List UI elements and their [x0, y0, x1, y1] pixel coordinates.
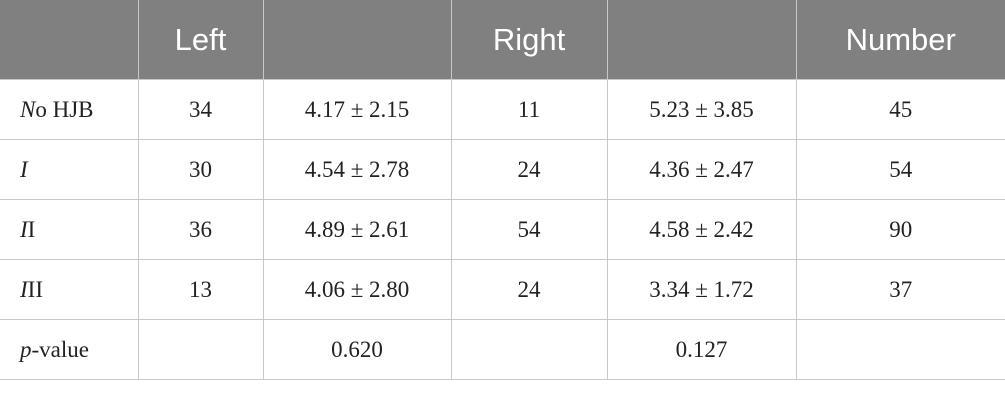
table-body: No HJB 34 4.17 ± 2.15 11 5.23 ± 3.85 45 I 30 4.5… — [0, 79, 1005, 380]
header-cell: Number — [795, 0, 1005, 80]
row-label: p-value — [20, 336, 89, 362]
table-cell: 36 — [137, 199, 264, 260]
table-cell: II — [0, 199, 139, 260]
table-cell — [795, 319, 1005, 380]
table-cell: 30 — [137, 139, 264, 200]
table-cell: 4.06 ± 2.80 — [262, 259, 452, 320]
data-table: Left Right Number No HJB 34 4.17 ± 2.15 11 5… — [0, 0, 1005, 380]
table-cell — [450, 319, 608, 380]
table-cell: 5.23 ± 3.85 — [606, 79, 797, 140]
header-cell — [0, 0, 138, 80]
row-label: III — [20, 276, 43, 302]
row-label: II — [20, 216, 36, 242]
table-cell: 4.36 ± 2.47 — [606, 139, 797, 200]
header-cell — [606, 0, 796, 80]
table-cell: 34 — [137, 79, 264, 140]
header-cell: Right — [450, 0, 607, 80]
table-cell: 0.620 — [262, 319, 452, 380]
table-cell: 4.89 ± 2.61 — [262, 199, 452, 260]
table-cell: 11 — [450, 79, 608, 140]
table-cell: I — [0, 139, 139, 200]
table-row: I 30 4.54 ± 2.78 24 4.36 ± 2.47 54 — [0, 139, 1005, 200]
table-cell: 24 — [450, 259, 608, 320]
table-cell: 4.17 ± 2.15 — [262, 79, 452, 140]
header-cell: Left — [137, 0, 263, 80]
table-cell: 24 — [450, 139, 608, 200]
table-cell: No HJB — [0, 79, 139, 140]
table-cell: 13 — [137, 259, 264, 320]
table-cell: 4.58 ± 2.42 — [606, 199, 797, 260]
table-cell: p-value — [0, 319, 139, 380]
table-cell: 37 — [795, 259, 1005, 320]
table-row: No HJB 34 4.17 ± 2.15 11 5.23 ± 3.85 45 — [0, 79, 1005, 140]
table-cell: 4.54 ± 2.78 — [262, 139, 452, 200]
table-cell: 3.34 ± 1.72 — [606, 259, 797, 320]
header-cell — [262, 0, 451, 80]
table-cell: 45 — [795, 79, 1005, 140]
table-cell: 54 — [450, 199, 608, 260]
table-row: II 36 4.89 ± 2.61 54 4.58 ± 2.42 90 — [0, 199, 1005, 260]
table-cell: 0.127 — [606, 319, 797, 380]
table-cell — [137, 319, 264, 380]
row-label: No HJB — [20, 96, 94, 122]
table-cell: III — [0, 259, 139, 320]
table-row: p-value 0.620 0.127 — [0, 319, 1005, 380]
header-row: Left Right Number — [0, 0, 1005, 80]
row-label: I — [20, 156, 28, 182]
table-cell: 54 — [795, 139, 1005, 200]
table-row: III 13 4.06 ± 2.80 24 3.34 ± 1.72 37 — [0, 259, 1005, 320]
table-cell: 90 — [795, 199, 1005, 260]
